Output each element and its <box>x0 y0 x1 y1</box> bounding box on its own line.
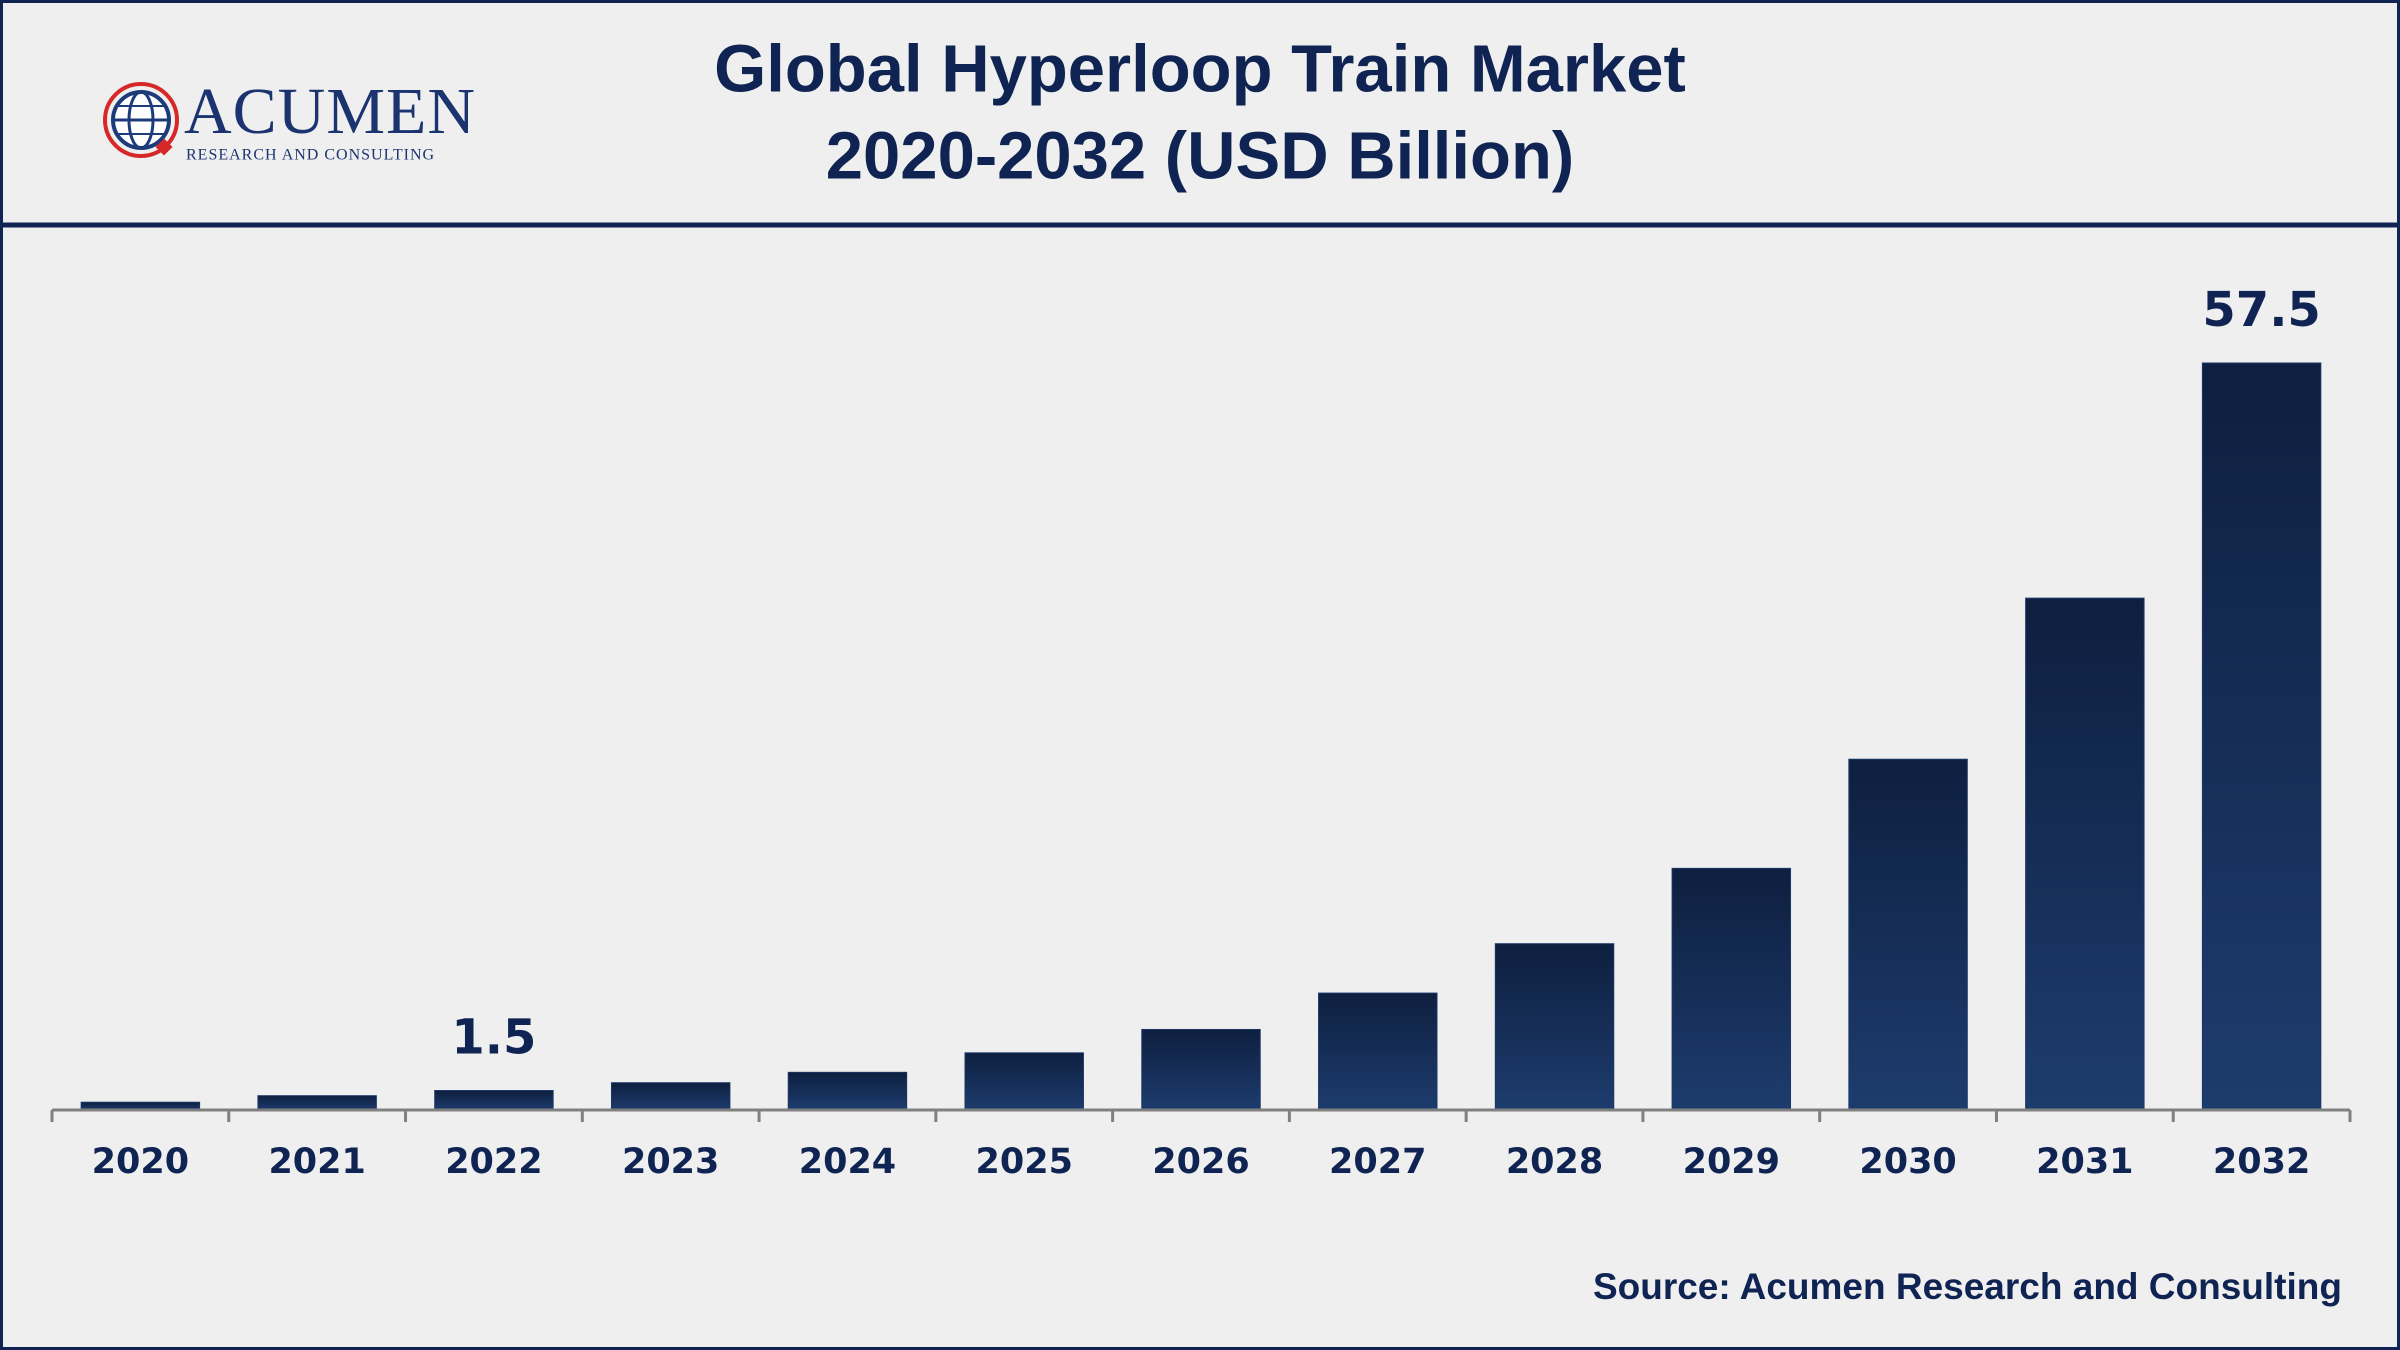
x-tick-label: 2028 <box>1506 1142 1603 1182</box>
x-tick-label: 2029 <box>1683 1142 1780 1182</box>
data-label: 57.5 <box>2202 282 2320 338</box>
x-tick-label: 2021 <box>268 1142 365 1182</box>
bar <box>257 1095 377 1111</box>
logo-diamond <box>155 138 173 156</box>
logo-name: ACUMEN <box>184 75 476 148</box>
logo-ring <box>103 82 179 158</box>
x-tick-label: 2022 <box>445 1142 542 1182</box>
logo: ACUMEN RESEARCH AND CONSULTING <box>103 75 476 164</box>
logo-tagline: RESEARCH AND CONSULTING <box>186 147 435 164</box>
x-tick-label: 2027 <box>1329 1142 1426 1182</box>
bar <box>964 1052 1084 1111</box>
x-tick-label: 2023 <box>622 1142 719 1182</box>
x-tick-label: 2024 <box>799 1142 896 1182</box>
bar <box>610 1082 731 1111</box>
bar <box>2201 362 2322 1111</box>
bar <box>434 1090 554 1111</box>
data-label: 1.5 <box>451 1010 536 1066</box>
bar <box>2025 597 2145 1111</box>
x-tick-label: 2030 <box>1859 1142 1956 1182</box>
x-tick-label: 2025 <box>976 1142 1073 1182</box>
x-tick-label: 2020 <box>92 1142 189 1182</box>
x-tick-label: 2032 <box>2213 1142 2310 1182</box>
x-tick-label: 2031 <box>2036 1142 2133 1182</box>
chart-title: 2020-2032 (USD Billion) <box>826 119 1574 194</box>
bar <box>1494 943 1615 1111</box>
bar <box>1141 1028 1261 1111</box>
x-tick-label: 2026 <box>1152 1142 1249 1182</box>
bar <box>1318 992 1438 1111</box>
source-note: Source: Acumen Research and Consulting <box>1593 1266 2342 1307</box>
chart-title: Global Hyperloop Train Market <box>714 32 1686 107</box>
bar <box>1671 867 1792 1111</box>
bar <box>787 1071 908 1111</box>
bar <box>1848 758 1968 1111</box>
